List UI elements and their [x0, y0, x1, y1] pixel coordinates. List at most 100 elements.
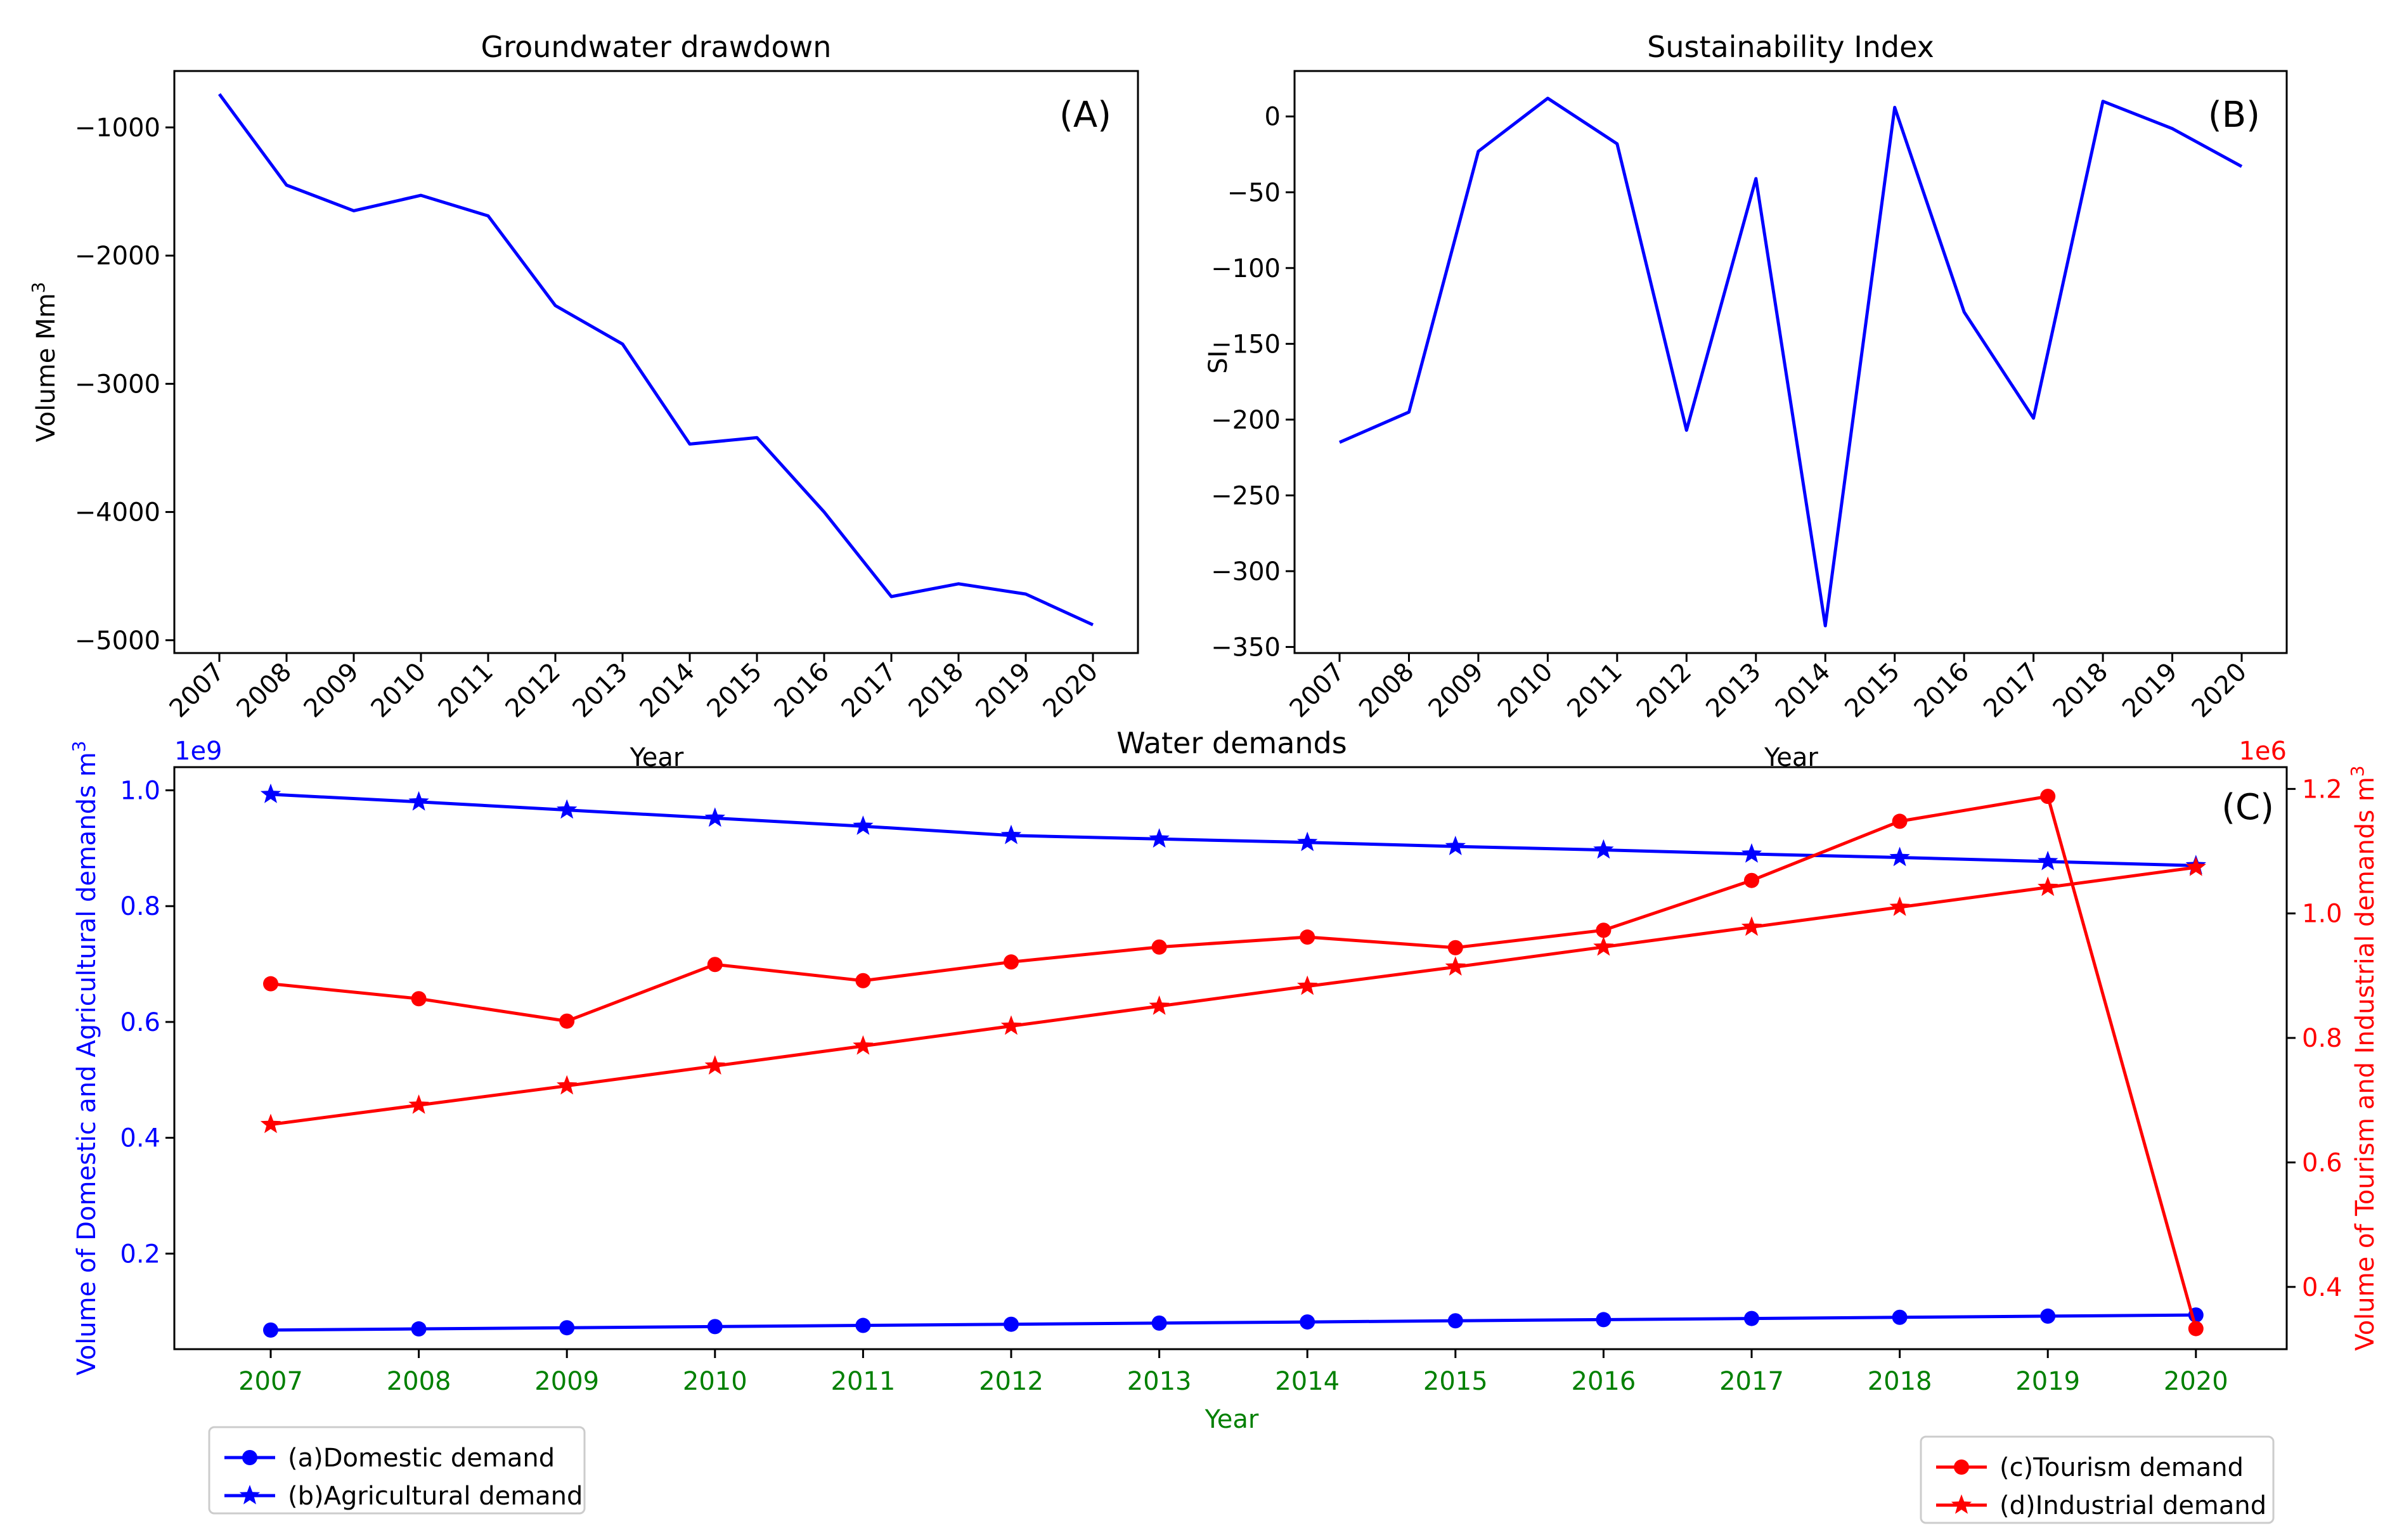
y-tick-label-right: 0.6 — [2302, 1148, 2342, 1177]
y-tick-label: −300 — [1211, 557, 1281, 586]
x-tick-label: 2017 — [1719, 1367, 1784, 1396]
data-point — [1297, 831, 1318, 851]
data-point — [855, 973, 871, 988]
data-point — [263, 1322, 278, 1338]
data-point — [2040, 789, 2056, 805]
y-tick-label-left: 0.8 — [120, 892, 160, 921]
data-point — [2040, 1308, 2056, 1324]
x-tick-label: 2020 — [2164, 1367, 2228, 1396]
data-point — [704, 1055, 725, 1075]
series-1 — [263, 1307, 2204, 1338]
y-tick-label: −4000 — [75, 498, 160, 527]
y-tick-label: −250 — [1211, 481, 1281, 510]
x-tick-label: 2010 — [683, 1367, 747, 1396]
data-point — [559, 1013, 575, 1029]
chart-title: Groundwater drawdown — [481, 30, 832, 64]
data-point — [1151, 939, 1167, 955]
chart-title: Sustainability Index — [1647, 30, 1934, 64]
data-point — [260, 1113, 281, 1134]
data-point — [1149, 995, 1170, 1015]
y-tick-label-right: 0.8 — [2302, 1024, 2342, 1053]
series-line — [1338, 96, 2243, 628]
right-offset-text: 1e6 — [2239, 737, 2287, 766]
data-point — [1300, 1314, 1315, 1330]
data-point — [1593, 936, 1614, 956]
x-tick-label: 2007 — [238, 1367, 303, 1396]
data-point — [1889, 896, 1910, 916]
x-axis-label: Year — [1205, 1405, 1259, 1434]
x-tick-label: 2015 — [1423, 1367, 1488, 1396]
y-axis-label-left-text: Volume of Domestic and Agricultural dema… — [72, 752, 101, 1375]
legend-marker — [1951, 1494, 1972, 1514]
y-tick-label: −3000 — [75, 370, 160, 399]
axes-frame — [1293, 70, 2288, 654]
data-point — [408, 1094, 429, 1114]
x-tick-label: 2008 — [387, 1367, 451, 1396]
data-point — [263, 976, 278, 992]
data-point — [1445, 836, 1466, 855]
x-tick-label: 2019 — [2015, 1367, 2080, 1396]
legend-label: (a)Domestic demand — [288, 1444, 555, 1473]
series-line — [217, 93, 1094, 626]
y-tick-label-left: 0.2 — [120, 1239, 160, 1269]
data-point — [559, 1320, 575, 1336]
data-point — [1000, 824, 1022, 844]
legend-item: (d)Industrial demand — [1936, 1491, 2266, 1520]
data-point — [855, 1317, 871, 1333]
x-tick-label: 2014 — [1275, 1367, 1340, 1396]
legend-frame — [208, 1426, 586, 1515]
y-tick-label: −50 — [1227, 178, 1281, 207]
axes-frame — [173, 70, 1139, 654]
left-offset-text: 1e9 — [174, 737, 223, 766]
y-tick-label: −350 — [1211, 633, 1281, 662]
data-point — [2185, 857, 2206, 876]
y-axis-label-left: Volume of Domestic and Agricultural dema… — [68, 741, 101, 1375]
series-line — [270, 794, 2198, 1330]
y-axis-label-left-sup: 3 — [68, 741, 89, 752]
data-point — [1000, 1015, 1022, 1035]
y-axis-label-right-sup: 3 — [2347, 765, 2368, 777]
data-point — [557, 799, 578, 819]
y-tick-label: −100 — [1211, 254, 1281, 283]
x-tick-label: 2018 — [1868, 1367, 1932, 1396]
data-point — [2038, 876, 2058, 896]
data-point — [853, 815, 874, 835]
data-point — [2038, 850, 2058, 870]
legend-label: (b)Agricultural demand — [288, 1482, 583, 1511]
data-point — [260, 783, 281, 803]
y-tick-label: −5000 — [75, 626, 160, 656]
data-point — [1889, 846, 1910, 867]
data-point — [707, 1319, 723, 1335]
y-tick-label-right: 1.0 — [2302, 900, 2342, 929]
data-point — [1151, 1315, 1167, 1331]
panel-label: (A) — [1059, 94, 1111, 136]
panel-label: (B) — [2208, 94, 2260, 136]
data-point — [557, 1075, 578, 1095]
y-axis-label: SI — [1204, 350, 1233, 373]
data-point — [1596, 922, 1612, 938]
legend-right: (c)Tourism demand (d)Industrial demand — [1920, 1435, 2275, 1524]
y-tick-label: −1000 — [75, 113, 160, 143]
data-point — [1300, 929, 1315, 945]
legend-frame — [1920, 1435, 2275, 1524]
data-point — [1447, 940, 1463, 955]
y-axis-label-right: Volume of Tourism and Industrial demands… — [2347, 765, 2380, 1350]
y-tick-label-left: 1.0 — [120, 777, 160, 806]
series-line — [270, 865, 2197, 1127]
chart-title: Water demands — [1116, 726, 1347, 760]
x-tick-label: 2013 — [1127, 1367, 1192, 1396]
series-3 — [263, 789, 2204, 1336]
y-tick-label-left: 0.6 — [120, 1008, 160, 1037]
series-2 — [260, 783, 2206, 874]
x-tick-label: 2009 — [534, 1367, 599, 1396]
y-axis-label-text: Volume Mm — [32, 293, 61, 442]
legend-item: (a)Domestic demand — [224, 1444, 555, 1473]
data-point — [1892, 1309, 1908, 1325]
y-tick-label: −2000 — [75, 242, 160, 271]
data-point — [1004, 954, 1019, 970]
panel-label: (C) — [2221, 787, 2274, 828]
data-point — [1741, 843, 1762, 863]
x-tick-label: 2012 — [979, 1367, 1043, 1396]
data-point — [707, 957, 723, 973]
data-point — [1297, 975, 1318, 995]
